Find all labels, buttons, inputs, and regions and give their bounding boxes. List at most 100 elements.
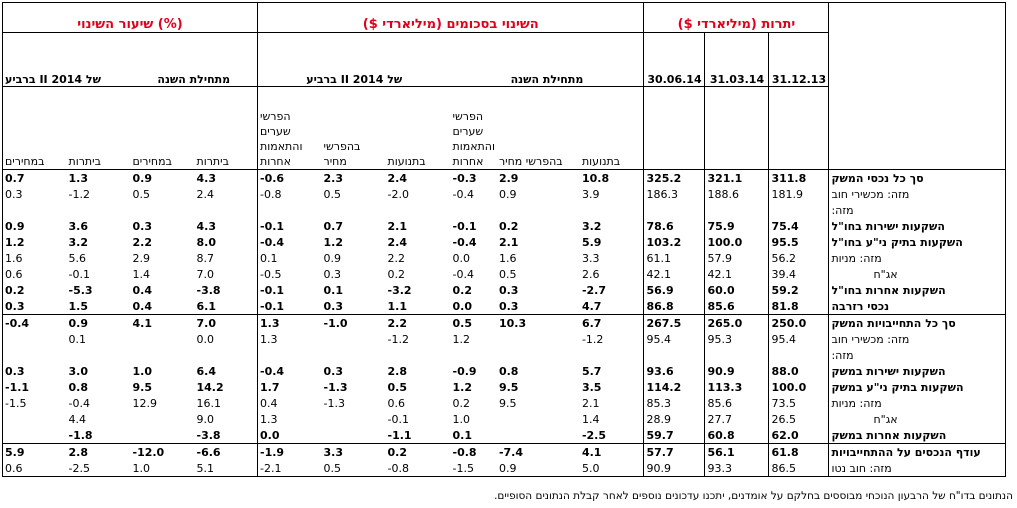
table-cell: 90.9 <box>643 460 706 477</box>
table-cell: 0.7 <box>323 220 344 233</box>
table-cell: 0.4 <box>260 397 278 410</box>
table-cell: 2.6 <box>579 266 645 282</box>
table-row: 0.3 3.0 1.0 6.4 -0.4 0.3 2.8 -0.9 0.8 5.7 93.6 90.9… <box>2 363 1007 379</box>
table-cell: 5.0 <box>579 460 645 477</box>
row-label: השקעות אחרות בחו"ל <box>828 282 1007 298</box>
table-cell: 56.2 <box>768 250 830 266</box>
table-cell: 103.2 <box>643 234 706 250</box>
col-header-fx-other: הפרשי שערים והתאמות אחרות <box>450 86 497 170</box>
table-row: 0.3 -1.2 0.5 2.4 -0.8 0.5 -2.0 -0.4 0.9 3.9 186.3 1… <box>2 186 1007 202</box>
table-cell: 59.7 <box>643 427 706 444</box>
table-cell: 1.2 <box>452 333 471 346</box>
table-cell: -0.8 <box>450 443 497 460</box>
table-cell <box>579 347 645 363</box>
table-cell: 6.7 <box>579 314 645 331</box>
row-label: סך כל נכסי המשק <box>828 169 1007 186</box>
table-cell: -2.0 <box>387 188 409 201</box>
table-cell: 4.3 <box>194 169 258 186</box>
table-cell: 0.0 <box>194 331 258 347</box>
table-cell: 114.2 <box>643 379 706 395</box>
table-cell <box>2 331 67 347</box>
table-cell: 2.1 <box>387 220 408 233</box>
date-header-3: 31.12.13 <box>768 32 830 87</box>
table-cell: -1.3 <box>323 397 345 410</box>
col-header-price-diff: בהפרשי מחיר <box>321 86 386 170</box>
table-cell: 100.0 <box>704 234 770 250</box>
table-cell: 95.4 <box>643 331 706 347</box>
table-cell: 3.2 <box>68 236 89 249</box>
table-cell: 0.6 <box>2 460 67 477</box>
table-cell: 0.2 <box>387 268 406 281</box>
rate-change-title: שיעור השינוי (%) <box>2 2 258 33</box>
footnote: הנתונים בדו"ח של הרבעון הנוכחי מבוססים ב… <box>494 490 1013 502</box>
table-cell: -0.4 <box>452 188 474 201</box>
table-cell: 9.5 <box>132 381 153 394</box>
header-row-periods: ברביע II של 2014 מתחילת השנה ברביע II של… <box>2 32 1007 87</box>
table-cell: -2.1 <box>257 460 322 477</box>
table-cell <box>2 347 67 363</box>
table-cell: 3.3 <box>321 443 386 460</box>
table-cell: -1.8 <box>68 429 93 442</box>
balance-table: שיעור השינוי (%) השינוי בסכומים (מיליארד… <box>2 2 1007 477</box>
table-row: 4.4 9.0 1.3 -0.1 1.0 1.4 28.9 27.7 26.5 אג"ח <box>2 411 1007 427</box>
rate-ytd-header: מתחילת השנה <box>130 32 258 87</box>
table-cell: 93.3 <box>704 460 770 477</box>
table-cell: 95.3 <box>704 331 770 347</box>
table-cell <box>131 411 195 427</box>
table-cell: 267.5 <box>643 314 706 331</box>
table-cell: 0.3 <box>2 298 67 315</box>
table-cell: -0.4 <box>452 268 474 281</box>
table-cell: 0.9 <box>2 218 67 234</box>
table-cell: 60.8 <box>704 427 770 444</box>
table-cell: 0.1 <box>452 429 473 442</box>
table-row: 1.6 5.6 2.9 8.7 0.1 0.9 2.2 0.0 1.6 3.3 61.1 57.9 56… <box>2 250 1007 266</box>
table-cell: 1.6 <box>498 252 517 265</box>
table-cell: -1.5 <box>2 395 67 411</box>
table-cell: 0.4 <box>132 284 153 297</box>
table-cell: 0.3 <box>498 284 519 297</box>
table-cell <box>451 202 497 218</box>
table-cell: 1.0 <box>132 365 153 378</box>
table-cell: 1.7 <box>260 381 280 394</box>
table-row: -1.8 -3.8 0.0 -1.1 0.1 -2.5 59.7 60.8 62.0 השקעות… <box>2 427 1007 444</box>
table-cell: 0.2 <box>2 282 67 298</box>
table-cell: -0.4 <box>260 365 285 378</box>
row-label: סך כל התחייבויות המשק <box>828 314 1007 331</box>
table-cell <box>322 202 386 218</box>
table-cell: -1.9 <box>257 443 322 460</box>
table-cell: -0.4 <box>68 397 90 410</box>
table-cell: 0.1 <box>260 252 278 265</box>
table-cell: -0.1 <box>260 220 285 233</box>
table-cell: 0.1 <box>68 333 87 346</box>
header-row-groups: שיעור השינוי (%) השינוי בסכומים (מיליארד… <box>2 2 1007 33</box>
table-cell <box>386 347 451 363</box>
table-cell: 0.3 <box>498 300 519 313</box>
row-label: מזה: מכשירי חוב <box>828 186 1007 202</box>
table-cell: 85.6 <box>704 395 770 411</box>
table-cell: 0.3 <box>132 220 153 233</box>
table-cell: 56.9 <box>643 282 706 298</box>
table-cell: 2.8 <box>66 443 131 460</box>
table-cell: 0.5 <box>387 381 408 394</box>
row-label: נכסי רזרבה <box>828 298 1007 315</box>
table-cell: 0.2 <box>452 284 473 297</box>
table-cell: 7.0 <box>194 266 258 282</box>
table-cell: -0.4 <box>260 236 285 249</box>
table-row: מזה: <box>2 202 1007 218</box>
table-cell: 2.4 <box>385 169 451 186</box>
table-cell: 9.5 <box>498 381 519 394</box>
table-row: 0.3 1.5 0.4 6.1 -0.1 0.3 1.1 0.0 0.3 4.7 86.8 85.6 8… <box>2 298 1007 315</box>
row-label: אג"ח <box>828 266 1007 282</box>
table-cell: -0.3 <box>450 169 497 186</box>
table-cell: -0.1 <box>387 413 409 426</box>
table-cell: 73.5 <box>768 395 830 411</box>
table-cell: 75.4 <box>768 218 830 234</box>
balances-title: יתרות (מיליארדי $) <box>643 2 830 33</box>
table-cell: -5.3 <box>68 284 93 297</box>
row-label: השקעות אחרות במשק <box>828 427 1007 444</box>
table-row: 0.6 -2.5 1.0 5.1 -2.1 0.5 -0.8 -1.5 0.9 5.0 90.9 93… <box>2 460 1007 477</box>
table-cell: 10.8 <box>579 169 645 186</box>
table-cell <box>386 202 451 218</box>
table-cell: 81.8 <box>768 298 830 315</box>
date-header-2: 31.03.14 <box>704 32 770 87</box>
